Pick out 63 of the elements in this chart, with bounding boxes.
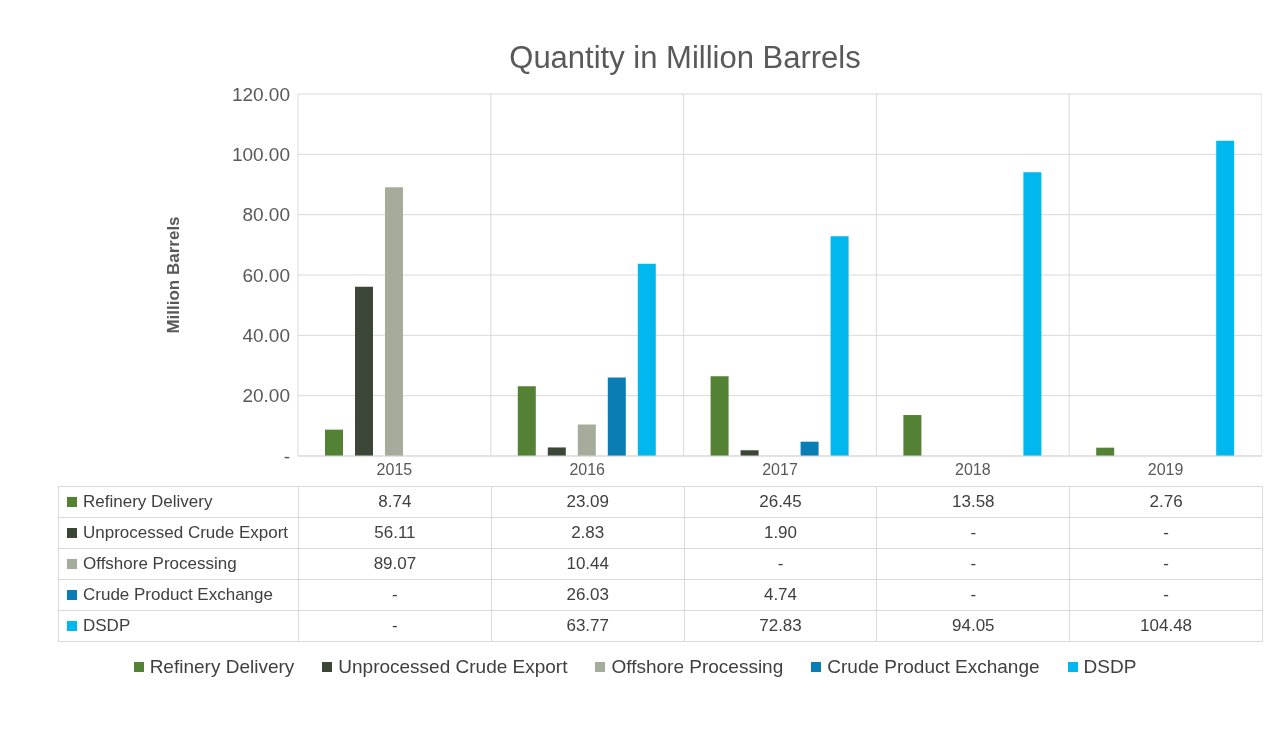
x-tick-label: 2016 [569,461,606,479]
text: - [970,554,977,573]
bar [354,286,373,456]
y-tick-label: 120.00 [231,83,290,105]
chart-title: Quantity in Million Barrels [509,40,861,75]
y-axis-title: Million Barrels [164,216,184,334]
data-label: 94.05 [876,610,1070,642]
text: - [970,585,977,604]
text: - [777,554,784,573]
text: - [392,616,398,635]
y-tick-label: 80.00 [242,204,290,226]
data-label: 8.74 [298,486,492,518]
text: Unprocessed Crude Export [338,656,568,677]
data-label: 23.09 [491,486,685,518]
x-tick-label: 2018 [955,461,991,479]
y-tick-label: 60.00 [242,264,290,286]
text: Refinery Delivery [149,656,295,677]
data-label: 89.07 [298,548,492,580]
data-label: 63.77 [491,610,685,642]
text: - [1163,523,1169,542]
data-label: 2.76 [1069,486,1263,518]
x-tick-label: 2015 [376,461,413,479]
y-tick-label: - [283,445,290,467]
text: - [1163,554,1169,573]
legend-label: Crude Product Exchange [826,656,1040,678]
bar [830,236,849,456]
bar [547,447,566,456]
legend-label: Offshore Processing [58,548,299,580]
data-label: 13.58 [876,486,1070,518]
bar [324,429,343,456]
data-label: 72.83 [684,610,877,642]
bar [607,377,626,456]
legend-label: DSDP [1082,656,1137,678]
data-label: 56.11 [298,517,492,549]
bar [384,187,403,456]
text: - [392,585,398,604]
data-label: 104.48 [1069,610,1263,642]
legend-label: Unprocessed Crude Export [58,517,299,549]
data-label: 4.74 [684,579,877,611]
data-label: 26.03 [491,579,685,611]
text: DSDP [83,616,131,635]
x-tick-label: 2017 [762,461,798,479]
y-tick-label: 40.00 [242,325,290,347]
y-tick-label: 100.00 [231,144,290,166]
bar [800,441,819,456]
bar [1216,140,1235,456]
bar [1023,172,1042,456]
data-label: 26.45 [684,486,877,518]
data-label: 10.44 [491,548,685,580]
y-tick-label: 20.00 [242,385,290,407]
data-label: 1.90 [684,517,877,549]
bar [710,376,729,456]
bar [903,415,922,456]
x-tick-label: 2019 [1147,461,1184,479]
text: - [1163,585,1169,604]
bar [577,424,596,456]
legend-label: Refinery Delivery [58,486,299,518]
text: Crude Product Exchange [83,585,273,604]
text: - [970,523,977,542]
text: Offshore Processing [611,656,784,677]
bar [637,263,656,456]
data-label: 2.83 [491,517,685,549]
bar [517,386,536,456]
